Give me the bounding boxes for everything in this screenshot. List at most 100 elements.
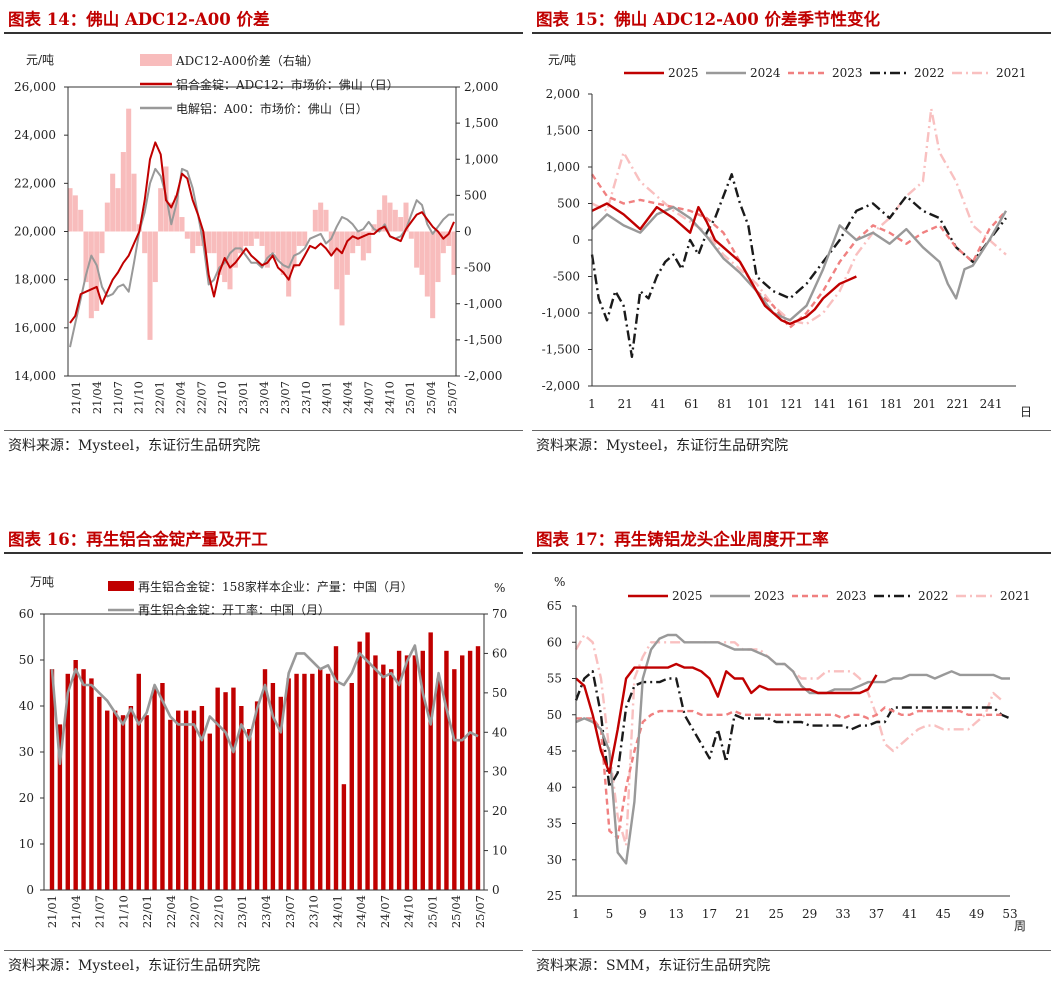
y-tick-label: 14,000: [14, 369, 56, 383]
output-bar: [310, 673, 315, 890]
x-tick-label: 24/04: [354, 895, 368, 928]
y-tick-label: -1,500: [542, 343, 580, 357]
chart-recycled-output: 万吨 % 0 10 20 30 40 50 60 0 10 20 30 40 50 60 70 21/01 21/0…: [19, 575, 508, 928]
spread-bar: [403, 202, 409, 232]
spread-bar: [83, 231, 89, 283]
x-tick-label: 49: [969, 907, 984, 921]
output-bar: [199, 706, 205, 890]
x-tick-label: 22/07: [188, 895, 202, 928]
spread-bar: [451, 231, 457, 275]
legend-label: 2023: [832, 66, 863, 80]
spread-bar: [88, 231, 94, 319]
output-bar: [467, 650, 473, 890]
y2-tick-label: 2,000: [464, 80, 498, 94]
spread-bar: [435, 231, 441, 283]
x-tick-label: 1: [572, 907, 580, 921]
y-tick-label: 65: [547, 599, 562, 613]
spread-bar: [440, 231, 446, 254]
plot-frame: [67, 86, 457, 377]
chart-title: 图表 14：佛山 ADC12-A00 价差: [8, 10, 270, 29]
spread-bar: [238, 231, 244, 254]
y-tick-label: 26,000: [14, 80, 56, 94]
spread-bar: [382, 195, 388, 232]
output-bar: [475, 646, 481, 890]
x-tick-label: 25/04: [424, 381, 438, 414]
output-bar: [341, 784, 347, 890]
series-line-2023: [575, 633, 1010, 865]
spread-bar: [291, 231, 297, 268]
legend-label: 2022: [918, 589, 949, 603]
output-bar: [136, 673, 141, 890]
y-tick-label: 24,000: [14, 128, 56, 142]
output-bar: [294, 673, 299, 890]
x-axis-unit: 日: [1020, 405, 1032, 419]
y-tick-label: 0: [26, 883, 34, 897]
output-bar: [183, 710, 189, 890]
spread-bar: [419, 231, 425, 275]
x-tick-label: 29: [802, 907, 817, 921]
output-bar: [168, 719, 173, 890]
legend-label: 2023: [836, 589, 867, 603]
output-bar: [160, 683, 165, 890]
output-bar: [239, 706, 244, 890]
x-tick-label: 21/10: [116, 895, 130, 928]
spread-bar: [259, 231, 265, 246]
y-tick-label: 22,000: [14, 176, 56, 190]
x-tick-label: 24/04: [341, 381, 355, 414]
x-tick-label: 24/01: [330, 895, 344, 928]
x-tick-label: 22/10: [211, 895, 225, 928]
x-tick-label: 21/07: [111, 381, 125, 414]
spread-bar: [179, 217, 185, 232]
output-bar: [128, 706, 134, 890]
x-tick-label: 9: [639, 907, 647, 921]
output-bar: [231, 687, 236, 890]
output-bar: [396, 650, 402, 890]
series-line-2022: [590, 173, 1007, 358]
output-bar: [325, 673, 331, 890]
y-tick-label: 25: [547, 889, 562, 903]
x-tick-label: 101: [747, 397, 770, 411]
output-bar: [49, 669, 55, 890]
operating-rate-line: [50, 644, 479, 766]
x-tick-label: 45: [936, 907, 951, 921]
x-tick-label: 25/07: [473, 895, 487, 928]
spread-bar: [387, 202, 393, 232]
x-tick-label: 21/07: [93, 895, 107, 928]
output-bar: [357, 641, 362, 890]
y2-tick-label: -2,000: [464, 369, 502, 383]
x-tick-label: 24/07: [378, 895, 392, 928]
output-bar: [81, 669, 86, 890]
chart-title: 图表 17：再生铸铝龙头企业周度开工率: [536, 530, 829, 549]
y-tick-label: 40: [19, 699, 34, 713]
y-tick-label: 0: [572, 233, 580, 247]
output-bar: [152, 687, 157, 890]
y-tick-label: 50: [547, 708, 562, 722]
output-bar: [120, 715, 126, 890]
x-tick-label: 22/01: [153, 381, 167, 414]
spread-bar: [328, 231, 334, 254]
adc12-price-line: [69, 141, 455, 324]
y-tick-label: -1,000: [542, 306, 580, 320]
legend-label: 2022: [914, 66, 945, 80]
x-tick-label: 61: [684, 397, 699, 411]
x-tick-label: 41: [651, 397, 666, 411]
y-tick-label: -2,000: [542, 379, 580, 393]
x-tick-label: 22/01: [140, 895, 154, 928]
output-bar: [215, 687, 220, 890]
spread-bar: [104, 202, 110, 232]
y-tick-label: 35: [547, 817, 562, 831]
y2-tick-label: 0: [492, 883, 500, 897]
x-tick-label: 21: [735, 907, 750, 921]
x-tick-label: 21/01: [69, 381, 83, 414]
legend-label: 再生铝合金锭：158家样本企业：产量：中国（月）: [138, 579, 413, 594]
x-tick-label: 33: [835, 907, 850, 921]
y2-tick-label: -1,500: [464, 333, 502, 347]
series-line-2024: [591, 205, 1008, 322]
y-tick-label: 40: [547, 780, 562, 794]
spread-bar: [110, 173, 116, 232]
x-tick-label: 21/04: [90, 381, 104, 414]
legend-label: 2025: [672, 589, 703, 603]
x-tick-label: 24/01: [320, 381, 334, 414]
x-tick-label: 241: [980, 397, 1003, 411]
x-tick-label: 23/10: [299, 381, 313, 414]
